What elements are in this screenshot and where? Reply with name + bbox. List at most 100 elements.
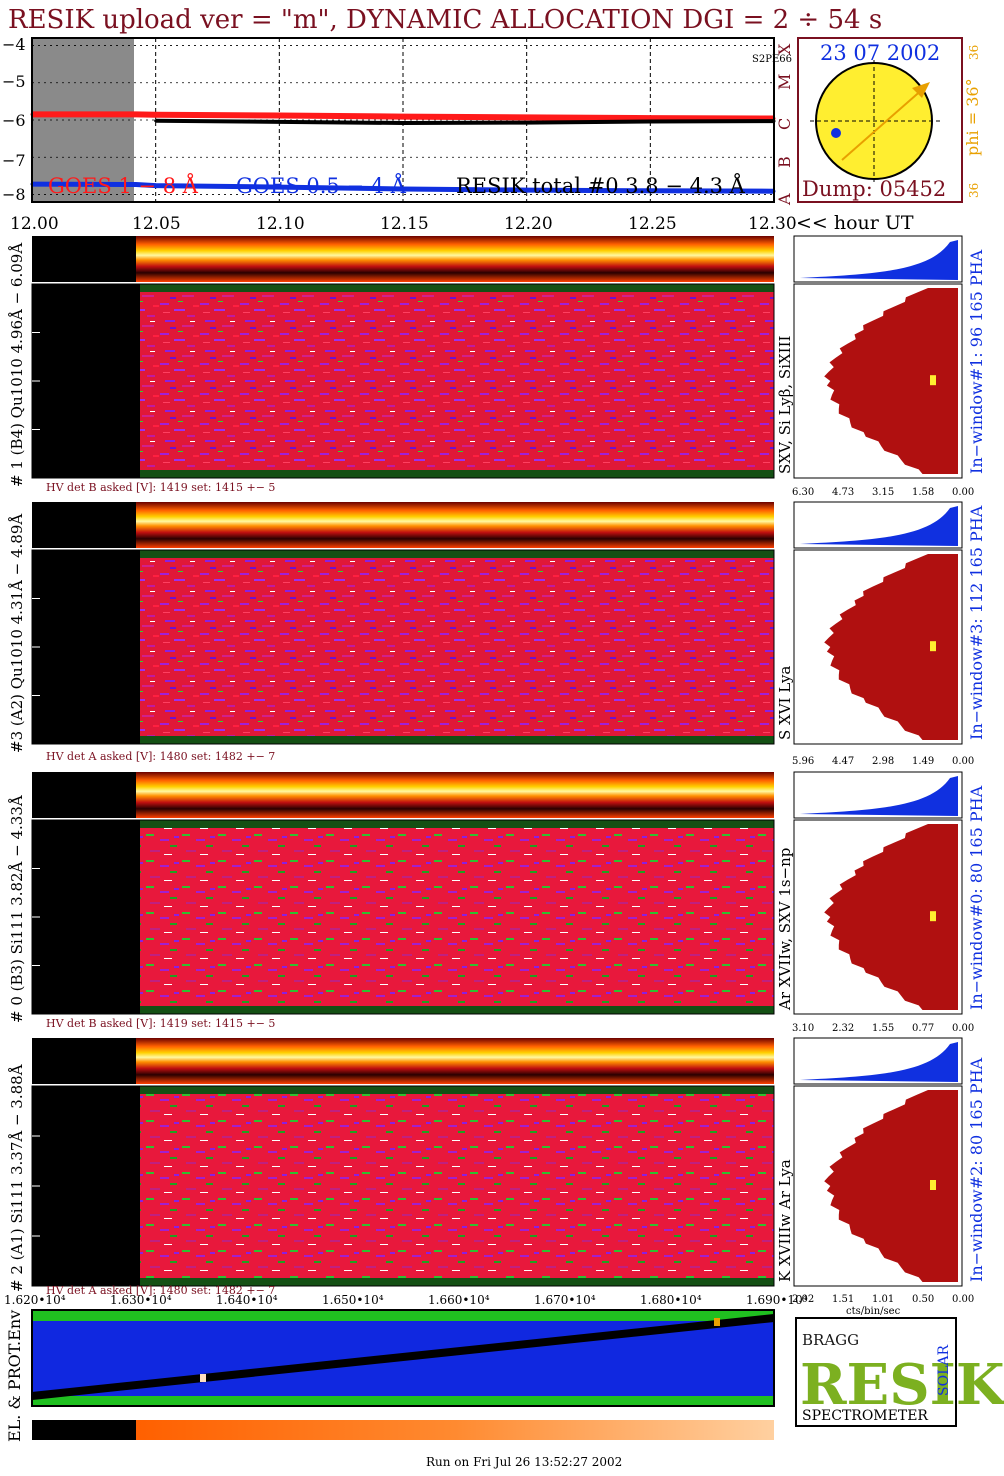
- class-letter: A: [775, 193, 794, 206]
- in-window-label: In−window#1: 96 165 PHA: [967, 249, 986, 474]
- env-marker: [714, 1318, 720, 1326]
- raw-time-tick-label: 1.680•10⁴: [640, 1293, 702, 1307]
- stripe-blank: [32, 1038, 136, 1084]
- data-point: [277, 120, 281, 124]
- logo-resik: RESIK: [800, 1352, 1004, 1418]
- channel-block: #3 (A2) Qu1010 4.31Å − 4.89Å S XVI Lya HV …: [8, 501, 986, 767]
- raw-time-tick-label: 1.640•10⁴: [216, 1293, 278, 1307]
- histogram-axis-label: 1.51: [832, 1294, 854, 1305]
- data-point: [277, 185, 281, 189]
- histogram-axis-label: 1.01: [872, 1294, 894, 1305]
- stripe-blank: [32, 236, 136, 282]
- heatmap-blank: [32, 1086, 140, 1286]
- raw-time-tick-label: 1.660•10⁴: [428, 1293, 490, 1307]
- histogram-axis-label: 6.30: [792, 487, 814, 498]
- channel-right-label: S XVI Lya: [776, 666, 794, 740]
- histogram-axis-label: 2.02: [792, 1294, 814, 1305]
- env-label: EL. & PROT.Env: [5, 1310, 24, 1442]
- logo-frame: [795, 1317, 957, 1427]
- hv-status: HV det B asked [V]: 1419 set: 1415 +− 5: [46, 1017, 275, 1030]
- x-tick-label: 12.20: [504, 214, 553, 234]
- y-tick-label: −5: [2, 72, 26, 91]
- y-tick-label: −8: [2, 185, 26, 204]
- histogram-axis-label: 0.00: [952, 1294, 974, 1305]
- histogram-axis-label: 5.96: [792, 756, 814, 767]
- data-point: [154, 119, 158, 123]
- pha-profile: [800, 1042, 958, 1082]
- heatmap-blank: [32, 820, 140, 1014]
- heatmap-edge-band: [32, 1086, 774, 1094]
- env-strip-black: [32, 1420, 136, 1440]
- heatmap-edge-band: [32, 1006, 774, 1014]
- data-point: [648, 116, 652, 120]
- x-tick-label: 12.30: [748, 214, 797, 234]
- series-line: [32, 111, 775, 122]
- histogram-axis-label: 3.15: [872, 487, 894, 498]
- spectrum-stripe: [32, 502, 774, 548]
- histogram-axis-label: 1.58: [912, 487, 934, 498]
- histogram-axis-label: 3.10: [792, 1023, 814, 1034]
- histogram-marker: [930, 1180, 936, 1190]
- env-strip-orange: [136, 1420, 774, 1440]
- pha-profile: [800, 506, 958, 546]
- env-ramp: [31, 1314, 775, 1400]
- spectral-histogram: [824, 554, 958, 740]
- spectrum-stripe: [32, 1038, 774, 1084]
- class-letter: M: [775, 74, 794, 90]
- data-point: [648, 189, 652, 193]
- resik-logo: BRAGG RESIK SOLAR SPECTROMETER: [795, 1317, 1004, 1427]
- channel-left-label: # 1 (B4) Qu1010 4.96Å − 6.09Å: [8, 243, 26, 487]
- env-top-band: [32, 1311, 774, 1321]
- histogram-marker: [930, 641, 936, 652]
- spectral-histogram: [824, 824, 958, 1010]
- raw-time-tick-label: 1.670•10⁴: [534, 1293, 596, 1307]
- pointing-dot: [831, 128, 841, 138]
- data-point: [525, 121, 529, 125]
- heatmap-edge-band: [32, 470, 774, 478]
- logo-bragg: BRAGG: [802, 1331, 859, 1349]
- heatmap-edge-band: [32, 1278, 774, 1286]
- data-point: [401, 187, 405, 191]
- spectral-histogram: [824, 288, 958, 474]
- hv-status: HV det B asked [V]: 1419 set: 1415 +− 5: [46, 481, 275, 494]
- x-tick-label: 12.10: [256, 214, 305, 234]
- side-bottom-label: 36: [967, 183, 981, 198]
- dump-label: Dump: 05452: [802, 177, 946, 201]
- histogram-axis-label: 0.00: [952, 1023, 974, 1034]
- y-tick-label: −4: [2, 35, 26, 54]
- x-tick-label: 12.00: [10, 214, 59, 234]
- histogram-axis-label: 0.50: [912, 1294, 934, 1305]
- env-marker: [200, 1374, 206, 1382]
- spectrogram-heatmap: [32, 550, 774, 744]
- channel-block: # 1 (B4) Qu1010 4.96Å − 6.09Å SXV, Si Lyβ…: [8, 235, 986, 498]
- data-point: [525, 188, 529, 192]
- goes-panel: −4 −5 −6 −7 −8 A B C M X S2PE66 GOES 1 −…: [2, 35, 914, 234]
- heatmap-edge-band: [32, 820, 774, 828]
- channel-right-label: K XVIIIw Ar Lya: [776, 1159, 794, 1282]
- goes-plot-frame: [31, 37, 775, 203]
- heatmap-edge-band: [32, 284, 774, 292]
- data-point: [277, 114, 281, 118]
- legend-goes-long: GOES 1 − 8 Å: [48, 173, 199, 198]
- stripe-blank: [32, 502, 136, 548]
- data-point: [525, 115, 529, 119]
- raw-time-tick-label: 1.650•10⁴: [322, 1293, 384, 1307]
- pointing-arrow: [841, 87, 925, 161]
- histogram-axis-label: 0.00: [952, 756, 974, 767]
- spectrum-stripe: [32, 236, 774, 282]
- spectrum-stripe: [32, 772, 774, 818]
- heatmap-edge-band: [32, 550, 774, 558]
- pha-profile: [800, 776, 958, 816]
- env-plot-frame: [31, 1309, 775, 1407]
- x-tick-label: 12.05: [132, 214, 181, 234]
- x-tick-label: 12.15: [380, 214, 429, 234]
- raw-time-tick-label: 1.620•10⁴: [4, 1293, 66, 1307]
- env-bottom-band: [32, 1396, 774, 1406]
- channel-left-label: # 2 (A1) Si111 3.37Å − 3.88Å: [8, 1064, 26, 1292]
- pha-profile: [800, 240, 958, 280]
- x-tick-label: 12.25: [628, 214, 677, 234]
- class-letter: B: [775, 156, 794, 168]
- logo-caption: SPECTROMETER: [802, 1408, 928, 1424]
- heatmap-blank: [32, 284, 140, 478]
